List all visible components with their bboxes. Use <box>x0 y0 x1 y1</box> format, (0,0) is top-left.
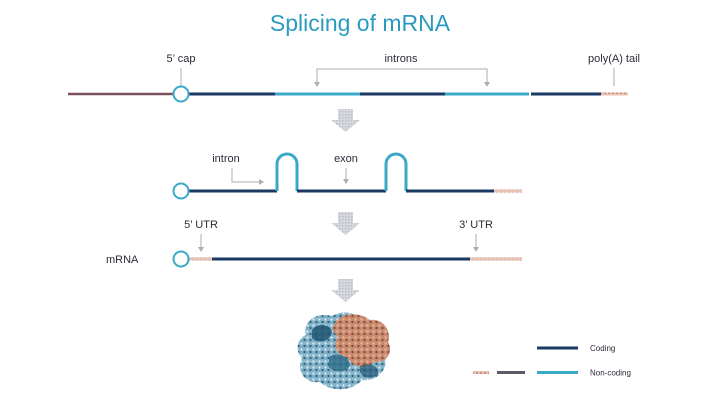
introns-bracket <box>316 68 488 84</box>
down-arrow-3 <box>331 279 360 302</box>
pointer-exon-arrowhead <box>343 179 349 184</box>
tail-segment-row2 <box>494 189 522 193</box>
pointer-3-utr-arrowhead <box>473 247 479 252</box>
down-arrow-2 <box>331 212 360 235</box>
utr5-segment <box>189 257 212 261</box>
label-exon: exon <box>334 153 358 165</box>
page-title: Splicing of mRNA <box>270 10 451 36</box>
legend-utr-swatch <box>473 371 489 374</box>
label-mrna: mRNA <box>106 254 139 266</box>
cap-circle-row2 <box>172 182 190 200</box>
legend-coding-label: Coding <box>590 344 615 353</box>
intron-loop-1 <box>275 152 299 191</box>
label-introns: introns <box>384 53 418 65</box>
bracket-arrowhead-left <box>314 82 320 87</box>
down-arrow-1 <box>331 109 360 132</box>
label-polya-tail: poly(A) tail <box>588 53 640 65</box>
pointer-5-utr-arrowhead <box>198 247 204 252</box>
legend-noncoding-label: Non-coding <box>590 369 631 378</box>
cap-circle <box>172 85 190 103</box>
polya-tail-segment <box>601 92 628 96</box>
label-5-utr: 5’ UTR <box>184 219 218 231</box>
utr3-segment <box>470 257 522 261</box>
label-5-cap: 5’ cap <box>167 53 196 65</box>
intron-loop-2 <box>384 152 408 191</box>
pointer-intron <box>231 168 262 183</box>
label-intron: intron <box>212 153 240 165</box>
protein-structure-image <box>297 312 391 390</box>
label-3-utr: 3’ UTR <box>459 219 493 231</box>
pointer-intron-arrowhead <box>259 179 264 185</box>
cap-circle-row3 <box>172 250 190 268</box>
bracket-arrowhead-right <box>484 82 490 87</box>
